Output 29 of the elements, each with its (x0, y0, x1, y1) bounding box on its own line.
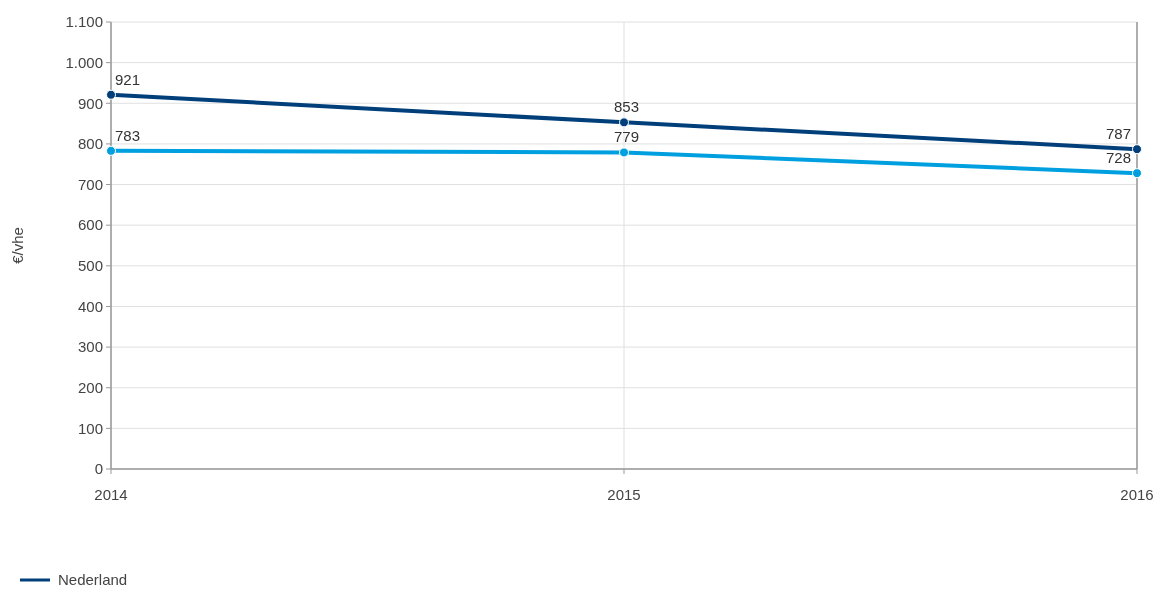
data-label: 787 (1105, 125, 1131, 143)
x-tick-label: 2014 (94, 486, 128, 503)
x-tick-label: 2016 (1120, 486, 1154, 503)
y-tick-label: 300 (77, 338, 103, 356)
data-label: 779 (614, 128, 640, 146)
y-tick-label: 600 (77, 216, 103, 234)
y-tick-label: 900 (77, 94, 103, 112)
data-label: 853 (614, 98, 640, 116)
point (1132, 144, 1142, 155)
x-tick-label: 2015 (607, 486, 641, 503)
point (619, 147, 629, 158)
data-label: 783 (115, 126, 141, 144)
y-tick-label: 400 (77, 297, 103, 315)
data-label: 921 (115, 70, 141, 88)
y-tick-label: 700 (77, 175, 103, 193)
y-tick-label: 100 (77, 419, 103, 437)
point (106, 89, 116, 100)
y-tick-label: 200 (77, 378, 103, 396)
y-tick-label: 500 (77, 257, 103, 275)
y-tick-label: 800 (77, 135, 103, 153)
y-axis-title: €/vhe (9, 227, 26, 264)
y-tick-label: 0 (94, 460, 103, 478)
y-tick-label: 1.000 (65, 53, 103, 71)
y-tick-label: 1.100 (65, 13, 103, 31)
point (619, 117, 629, 128)
point (1132, 168, 1142, 179)
data-label: 728 (1105, 149, 1131, 167)
legend-label: Nederland (58, 571, 128, 588)
point (106, 145, 116, 156)
